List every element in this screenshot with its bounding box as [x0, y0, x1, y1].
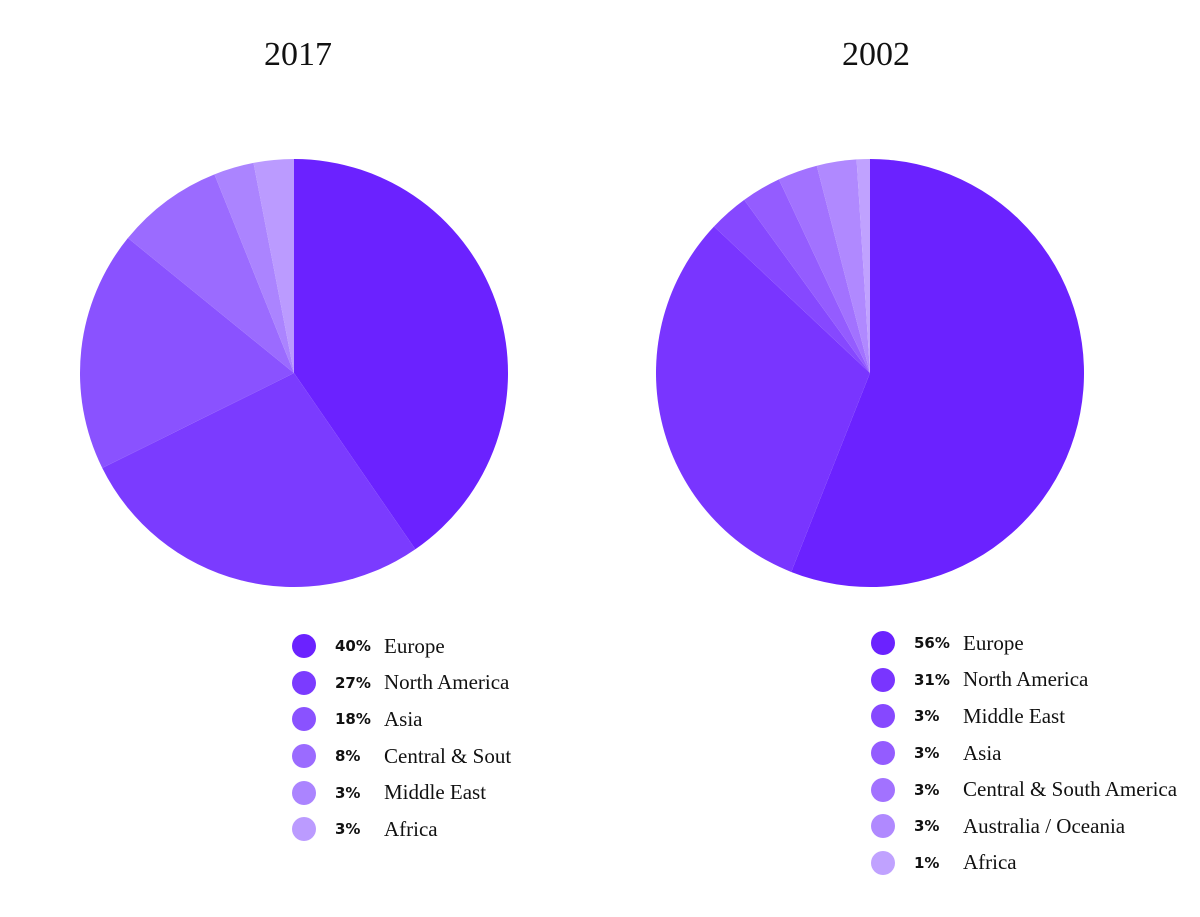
- legend-swatch-icon: [292, 744, 316, 769]
- pie-slice-asia: [79, 238, 294, 469]
- legend-label: Middle East: [963, 703, 1066, 728]
- legend-item-central-and-south-america: 3% Central & South America: [871, 771, 1177, 808]
- legend-percent: 3%: [914, 744, 940, 763]
- pie-slice-middle-east: [214, 162, 294, 373]
- pie-slice-asia: [744, 179, 870, 373]
- pie-slice-central-and-south-america: [778, 165, 870, 373]
- legend-percent: 3%: [335, 820, 361, 839]
- legend-label: Middle East: [384, 780, 487, 805]
- legend-item-africa: 1% Africa: [871, 845, 1177, 882]
- pie-slice-central-and-sout: [127, 174, 295, 373]
- legend-label: Central & Sout: [384, 743, 512, 768]
- pie-slice-north-america: [102, 373, 416, 588]
- legend-percent: 3%: [335, 783, 361, 802]
- legend-label: Asia: [384, 706, 423, 731]
- legend-item-europe: 40% Europe: [292, 628, 511, 665]
- legend-label: North America: [963, 667, 1089, 692]
- legend-item-middle-east: 3% Middle East: [292, 774, 511, 811]
- legend-item-australia-oceania: 3% Australia / Oceania: [871, 808, 1177, 845]
- legend-item-middle-east: 3% Middle East: [871, 698, 1177, 735]
- legend-item-north-america: 27% North America: [292, 665, 511, 702]
- legend-label: Africa: [963, 850, 1017, 875]
- legend-swatch-icon: [292, 780, 316, 805]
- legend-item-north-america: 31% North America: [871, 662, 1177, 699]
- legend-percent: 1%: [914, 853, 940, 872]
- legend-swatch-icon: [871, 667, 895, 692]
- pie-slice-middle-east: [714, 199, 870, 373]
- pie-chart-2017: 2017 40% Europe 27% North America 18% Asia 8% C…: [0, 0, 588, 917]
- legend-item-africa: 3% Africa: [292, 811, 511, 848]
- legend-swatch-icon: [871, 704, 895, 729]
- chart-title: 2002: [842, 36, 910, 73]
- legend-percent: 40%: [335, 637, 371, 656]
- legend-label: Australia / Oceania: [963, 813, 1126, 838]
- legend-label: Europe: [963, 630, 1024, 655]
- pie-slice-africa: [253, 159, 294, 373]
- legend-swatch-icon: [292, 707, 316, 732]
- legend-percent: 8%: [335, 747, 361, 766]
- legend-label: Africa: [384, 816, 438, 841]
- legend-swatch-icon: [871, 631, 895, 656]
- legend-percent: 3%: [914, 780, 940, 799]
- legend-swatch-icon: [292, 634, 316, 659]
- pie-slice-africa: [856, 159, 870, 373]
- pie-chart-2002: 2002 56% Europe 31% North America 3% Middle E…: [588, 0, 1200, 917]
- legend-swatch-icon: [292, 670, 316, 695]
- legend-label: North America: [384, 670, 510, 695]
- pie-slice-europe: [294, 159, 509, 550]
- legend-label: Asia: [963, 740, 1002, 765]
- pie-chart: [79, 159, 509, 588]
- pie-slice-australia-oceania: [816, 159, 870, 373]
- legend-percent: 3%: [914, 817, 940, 836]
- legend-swatch-icon: [871, 741, 895, 766]
- legend-percent: 18%: [335, 710, 371, 729]
- legend-label: Central & South America: [963, 777, 1178, 802]
- legend-swatch-icon: [871, 777, 895, 802]
- legend-item-asia: 18% Asia: [292, 701, 511, 738]
- legend: 40% Europe 27% North America 18% Asia 8% Centra…: [292, 628, 511, 848]
- pie-slice-europe: [791, 159, 1085, 587]
- legend-percent: 56%: [914, 634, 950, 653]
- legend-percent: 27%: [335, 673, 371, 692]
- pie-chart: [656, 159, 1085, 587]
- legend-item-central-and-sout: 8% Central & Sout: [292, 738, 511, 775]
- chart-title: 2017: [264, 36, 332, 73]
- legend-percent: 3%: [914, 707, 940, 726]
- pie-slice-north-america: [656, 226, 870, 572]
- legend-swatch-icon: [871, 814, 895, 839]
- legend-label: Europe: [384, 633, 445, 658]
- legend-percent: 31%: [914, 670, 950, 689]
- legend: 56% Europe 31% North America 3% Middle East 3%…: [871, 625, 1177, 881]
- legend-swatch-icon: [292, 817, 316, 842]
- legend-swatch-icon: [871, 850, 895, 875]
- legend-item-europe: 56% Europe: [871, 625, 1177, 662]
- legend-item-asia: 3% Asia: [871, 735, 1177, 772]
